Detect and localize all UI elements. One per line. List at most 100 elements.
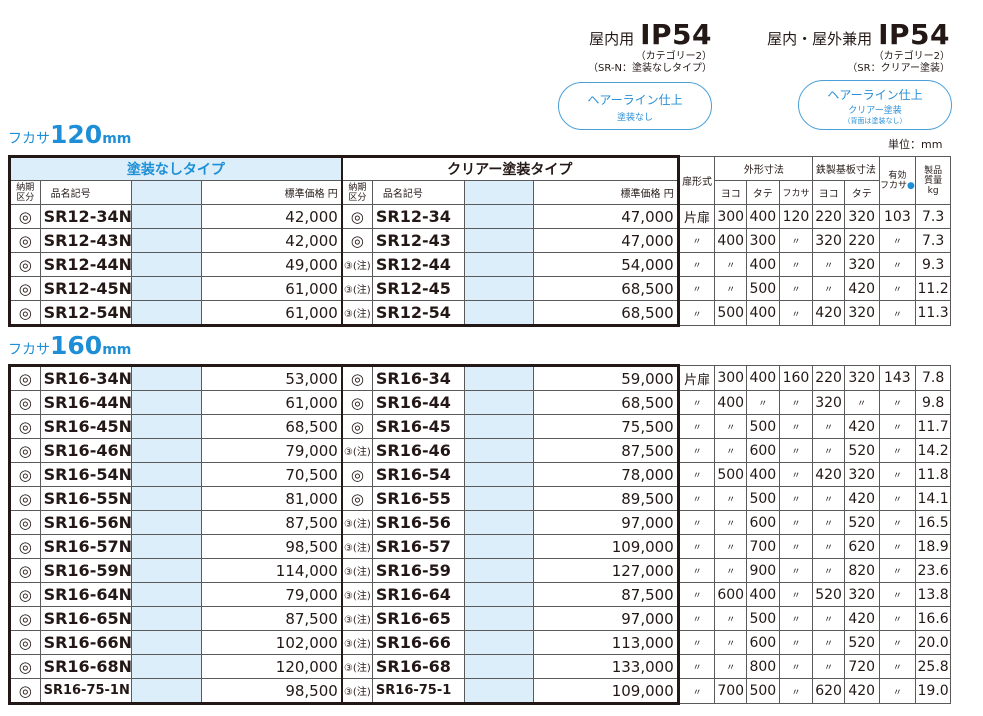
price-cell: 49,000	[200, 252, 343, 277]
plate-height-cell: 〃	[843, 390, 880, 415]
price-cell: 113,000	[532, 630, 680, 655]
table-row: ◎ SR16-34N 53,000 ◎ SR16-34 59,000 片扉 300 400 160…	[8, 364, 951, 391]
blank-cell	[131, 606, 202, 631]
unit-label: 単位：mm	[888, 138, 943, 151]
door-type-cell: 〃	[677, 606, 716, 631]
width-cell: 400	[714, 228, 747, 253]
product-code: SR16-64N	[39, 582, 133, 607]
width-cell: 300	[714, 204, 747, 229]
product-code: SR16-65N	[39, 606, 133, 631]
product-code: SR16-55	[371, 486, 465, 511]
table-row: ◎ SR16-59N 114,000 ③(注) SR16-59 127,000 〃〃 900 〃…	[8, 558, 951, 583]
door-type-cell: 〃	[677, 462, 716, 487]
product-code: SR16-59	[371, 558, 465, 583]
finish-uncoated-line2: 塗装なし	[616, 113, 653, 123]
door-type-cell: 〃	[677, 252, 716, 277]
depth-cell: 〃	[778, 534, 814, 559]
product-code: SR12-34	[371, 204, 465, 229]
group-uncoated-header: 塗装なしタイプ	[7, 155, 343, 181]
blank-cell	[463, 606, 534, 631]
delivery-cell: ◎	[8, 276, 41, 301]
plate-height-cell: 720	[843, 654, 880, 679]
blank-cell	[131, 510, 202, 535]
blank-cell	[131, 534, 202, 559]
blank-cell	[463, 654, 534, 679]
delivery-cell: ③(注)	[340, 630, 373, 655]
height-cell: 400	[746, 300, 780, 326]
blank-cell	[131, 486, 202, 511]
product-code: SR16-57	[371, 534, 465, 559]
plate-height-cell: 620	[843, 534, 880, 559]
product-code: SR16-64	[371, 582, 465, 607]
effective-depth-cell: 〃	[878, 276, 917, 301]
plate-dim-header: 鉄製基板寸法	[812, 156, 880, 181]
effective-depth-cell: 143	[878, 365, 917, 391]
plate-width-cell: 〃	[812, 558, 845, 583]
height-cell: 800	[746, 654, 780, 679]
blank-cell	[131, 252, 202, 277]
price-cell: 98,500	[200, 534, 343, 559]
delivery-cell: ◎	[8, 678, 41, 705]
indoor-sub1: （カテゴリー2）	[635, 51, 712, 62]
effective-depth-cell: 〃	[878, 582, 917, 607]
price-cell: 53,000	[200, 364, 343, 391]
table-row: ◎ SR16-54N 70,500 ◎ SR16-54 78,000 〃 500 400 〃 420…	[8, 462, 951, 487]
effective-depth-cell: 〃	[878, 228, 917, 253]
blank-cell	[131, 630, 202, 655]
dot-icon: ●	[906, 180, 915, 191]
door-type-cell: 〃	[677, 654, 716, 679]
weight-cell: 9.3	[915, 252, 951, 277]
outdoor-spec: 屋内・屋外兼用 IP54 （カテゴリー2） （SR：クリアー塗装）	[740, 18, 950, 75]
plate-width-cell: 220	[812, 204, 845, 229]
height-cell: 700	[746, 534, 780, 559]
price-cell: 120,000	[200, 654, 343, 679]
price-cell: 78,000	[532, 462, 680, 487]
depth-cell: 〃	[778, 606, 814, 631]
plate-width-cell: 〃	[812, 438, 845, 463]
product-code: SR16-66N	[39, 630, 133, 655]
outdoor-rating: IP54	[878, 18, 950, 51]
height-cell: 400	[746, 462, 780, 487]
blank-cell	[463, 204, 534, 229]
weight-cell: 20.0	[915, 630, 951, 655]
depth-cell: 〃	[778, 252, 814, 277]
effective-depth-cell: 〃	[878, 606, 917, 631]
price-cell: 75,500	[532, 414, 680, 439]
plate-width-cell: 〃	[812, 486, 845, 511]
blank-cell	[131, 462, 202, 487]
effective-depth-cell: 〃	[878, 654, 917, 679]
delivery-cell: ◎	[8, 534, 41, 559]
width-cell: 〃	[714, 534, 748, 559]
indoor-rating: IP54	[640, 18, 712, 51]
plate-width-cell: 〃	[812, 606, 845, 631]
indoor-spec: 屋内用 IP54 （カテゴリー2） （SR-N：塗装なしタイプ）	[570, 18, 712, 75]
table-row: ◎ SR16-45N 68,500 ◎ SR16-45 75,500 〃〃 500 〃〃 420 〃…	[8, 414, 951, 439]
product-code: SR12-45N	[39, 276, 133, 301]
product-code: SR16-44N	[39, 390, 133, 415]
blank-cell	[463, 390, 534, 415]
door-type-cell: 〃	[677, 534, 716, 559]
plate-width-cell: 620	[812, 678, 845, 704]
weight-cell: 23.6	[915, 558, 951, 583]
outdoor-sub1: （カテゴリー2）	[873, 51, 950, 62]
delivery-cell: ◎	[8, 486, 41, 511]
depth-cell: 〃	[778, 654, 814, 679]
width-cell: 〃	[714, 510, 748, 535]
width-header: ヨコ	[714, 180, 747, 205]
price-cell: 59,000	[532, 364, 680, 391]
height-cell: 400	[746, 252, 780, 277]
effective-depth-cell: 〃	[878, 486, 917, 511]
plate-height-cell: 520	[843, 630, 880, 655]
price-cell: 114,000	[200, 558, 343, 583]
delivery-cell: ◎	[8, 364, 41, 391]
table-row: ◎ SR12-43N 42,000 ◎ SR12-43 47,000 〃 400 300 〃 320…	[8, 228, 951, 253]
door-type-cell: 〃	[677, 228, 716, 253]
table-row: ◎ SR16-56N 87,500 ③(注) SR16-56 97,000 〃〃 600 〃〃 5…	[8, 510, 951, 535]
name-header: 品名記号	[39, 180, 133, 205]
finish-clear-line3: （背面は塗装なし）	[843, 117, 907, 125]
price-cell: 42,000	[200, 204, 343, 229]
depth-cell: 〃	[778, 582, 814, 607]
plate-height-header: タテ	[843, 180, 880, 205]
delivery-cell: ③(注)	[340, 558, 373, 583]
weight-cell: 7.3	[915, 228, 951, 253]
